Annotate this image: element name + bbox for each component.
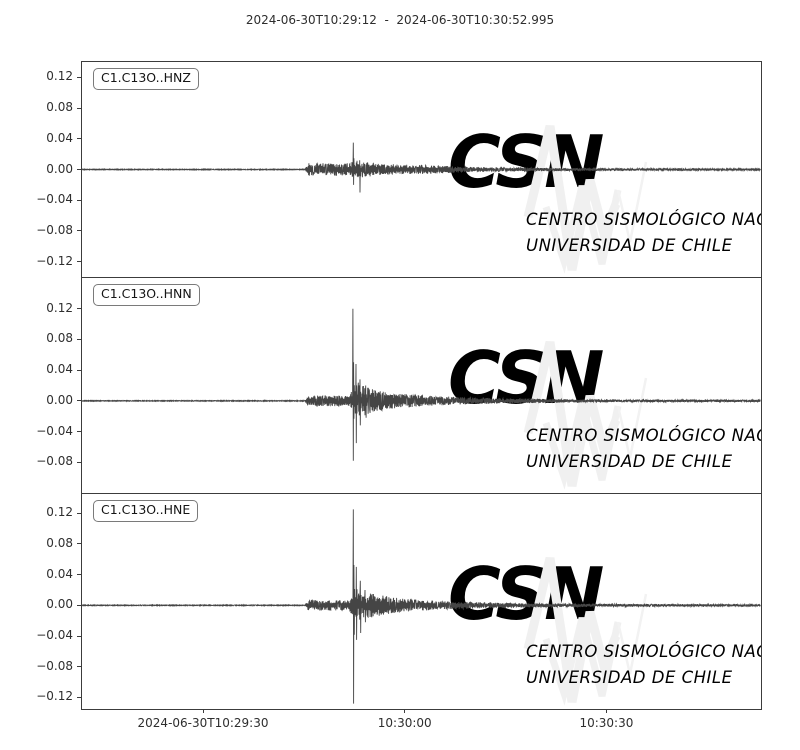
trace-label-hnz: C1.C13O..HNZ	[93, 68, 199, 90]
y-tick-mark	[77, 308, 81, 310]
y-tick-mark	[77, 261, 81, 263]
csn-watermark-line2: UNIVERSIDAD DE CHILE	[526, 236, 733, 255]
trace-line	[82, 142, 761, 193]
y-tick-label: 0.00	[46, 161, 73, 176]
y-tick-mark	[77, 107, 81, 109]
y-tick-mark	[77, 666, 81, 668]
y-tick-label: 0.00	[46, 392, 73, 407]
y-tick-mark	[77, 574, 81, 576]
csn-watermark-line2: UNIVERSIDAD DE CHILE	[526, 452, 733, 471]
y-tick-mark	[77, 138, 81, 140]
y-tick-label: −0.08	[36, 222, 73, 237]
y-tick-label: −0.12	[36, 689, 73, 704]
x-tick-mark	[404, 709, 406, 713]
y-tick-mark	[77, 400, 81, 402]
y-tick-mark	[77, 461, 81, 463]
csn-watermark-logo: CSN	[448, 552, 604, 636]
subplot-hnz-clip: CSN CENTRO SISMOLÓGICO NACIONAL UNIVERSI…	[82, 62, 761, 277]
y-tick-label: −0.04	[36, 192, 73, 207]
y-tick-label: 0.00	[46, 597, 73, 612]
x-tick-mark	[605, 709, 607, 713]
csn-watermark-logo: CSN	[448, 120, 604, 204]
subplot-hne-clip: CSN CENTRO SISMOLÓGICO NACIONAL UNIVERSI…	[82, 494, 761, 709]
csn-watermark-line2: UNIVERSIDAD DE CHILE	[526, 668, 733, 687]
y-tick-mark	[77, 76, 81, 78]
csn-watermark-zigzag-icon	[523, 124, 648, 274]
y-tick-mark	[77, 369, 81, 371]
y-tick-mark	[77, 635, 81, 637]
waveform-hnz	[82, 142, 761, 193]
subplot-hne: CSN CENTRO SISMOLÓGICO NACIONAL UNIVERSI…	[81, 493, 762, 710]
y-tick-label: −0.04	[36, 628, 73, 643]
csn-watermark-zigzag-icon	[523, 556, 648, 706]
y-tick-label: 0.08	[46, 535, 73, 550]
csn-watermark-line1: CENTRO SISMOLÓGICO NACIONAL	[526, 426, 761, 445]
x-tick-label: 10:30:30	[579, 716, 634, 730]
subplot-hnn-clip: CSN CENTRO SISMOLÓGICO NACIONAL UNIVERSI…	[82, 278, 761, 493]
y-tick-label: −0.04	[36, 423, 73, 438]
y-tick-label: 0.12	[46, 69, 73, 84]
y-tick-mark	[77, 696, 81, 698]
x-tick-mark	[202, 709, 204, 713]
y-tick-mark	[77, 543, 81, 545]
y-tick-mark	[77, 169, 81, 170]
x-tick-label: 2024-06-30T10:29:30	[137, 716, 269, 730]
waveform-hnn	[82, 308, 761, 461]
y-tick-mark	[77, 604, 81, 606]
subplot-hnn: CSN CENTRO SISMOLÓGICO NACIONAL UNIVERSI…	[81, 277, 762, 494]
trace-label-hne: C1.C13O..HNE	[93, 500, 199, 522]
y-tick-mark	[77, 230, 81, 232]
y-tick-label: 0.12	[46, 300, 73, 315]
trace-line	[82, 509, 761, 704]
y-tick-mark	[77, 338, 81, 340]
y-tick-mark	[77, 199, 81, 201]
y-tick-label: 0.08	[46, 100, 73, 115]
csn-watermark-zigzag-icon	[523, 340, 648, 490]
y-tick-mark	[77, 431, 81, 433]
y-tick-label: −0.08	[36, 454, 73, 469]
y-tick-label: −0.08	[36, 658, 73, 673]
csn-watermark-line1: CENTRO SISMOLÓGICO NACIONAL	[526, 210, 761, 229]
x-tick-label: 10:30:00	[377, 716, 432, 730]
csn-watermark-line1: CENTRO SISMOLÓGICO NACIONAL	[526, 642, 761, 661]
y-tick-label: 0.04	[46, 362, 73, 377]
y-tick-label: −0.12	[36, 253, 73, 268]
y-tick-label: 0.04	[46, 130, 73, 145]
trace-line	[82, 308, 761, 461]
y-tick-label: 0.12	[46, 505, 73, 520]
y-tick-label: 0.08	[46, 331, 73, 346]
y-tick-mark	[77, 512, 81, 514]
figure-title: 2024-06-30T10:29:12 - 2024-06-30T10:30:5…	[245, 13, 555, 27]
waveform-hne	[82, 509, 761, 704]
trace-label-hnn: C1.C13O..HNN	[93, 284, 200, 306]
y-tick-label: 0.04	[46, 566, 73, 581]
subplot-hnz: CSN CENTRO SISMOLÓGICO NACIONAL UNIVERSI…	[81, 61, 762, 278]
